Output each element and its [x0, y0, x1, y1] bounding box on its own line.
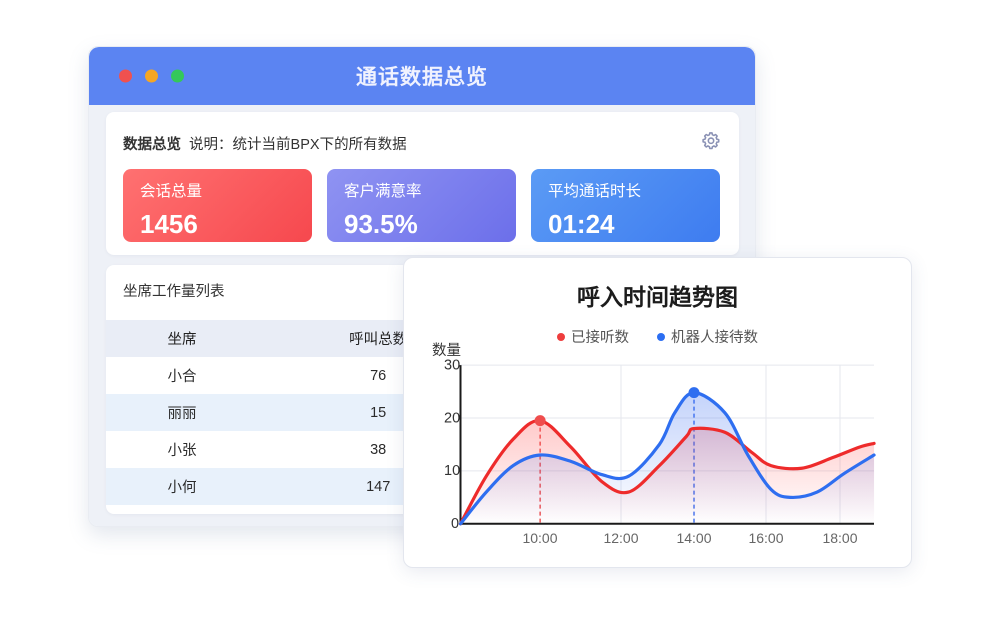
svg-text:30: 30 — [444, 358, 460, 374]
svg-text:10:00: 10:00 — [522, 530, 557, 546]
svg-text:0: 0 — [451, 516, 459, 532]
svg-text:16:00: 16:00 — [748, 530, 783, 546]
svg-text:10: 10 — [444, 463, 460, 479]
svg-text:12:00: 12:00 — [603, 530, 638, 546]
svg-text:20: 20 — [444, 411, 460, 427]
svg-text:数量: 数量 — [432, 342, 461, 359]
svg-text:18:00: 18:00 — [822, 530, 857, 546]
svg-text:14:00: 14:00 — [676, 530, 711, 546]
